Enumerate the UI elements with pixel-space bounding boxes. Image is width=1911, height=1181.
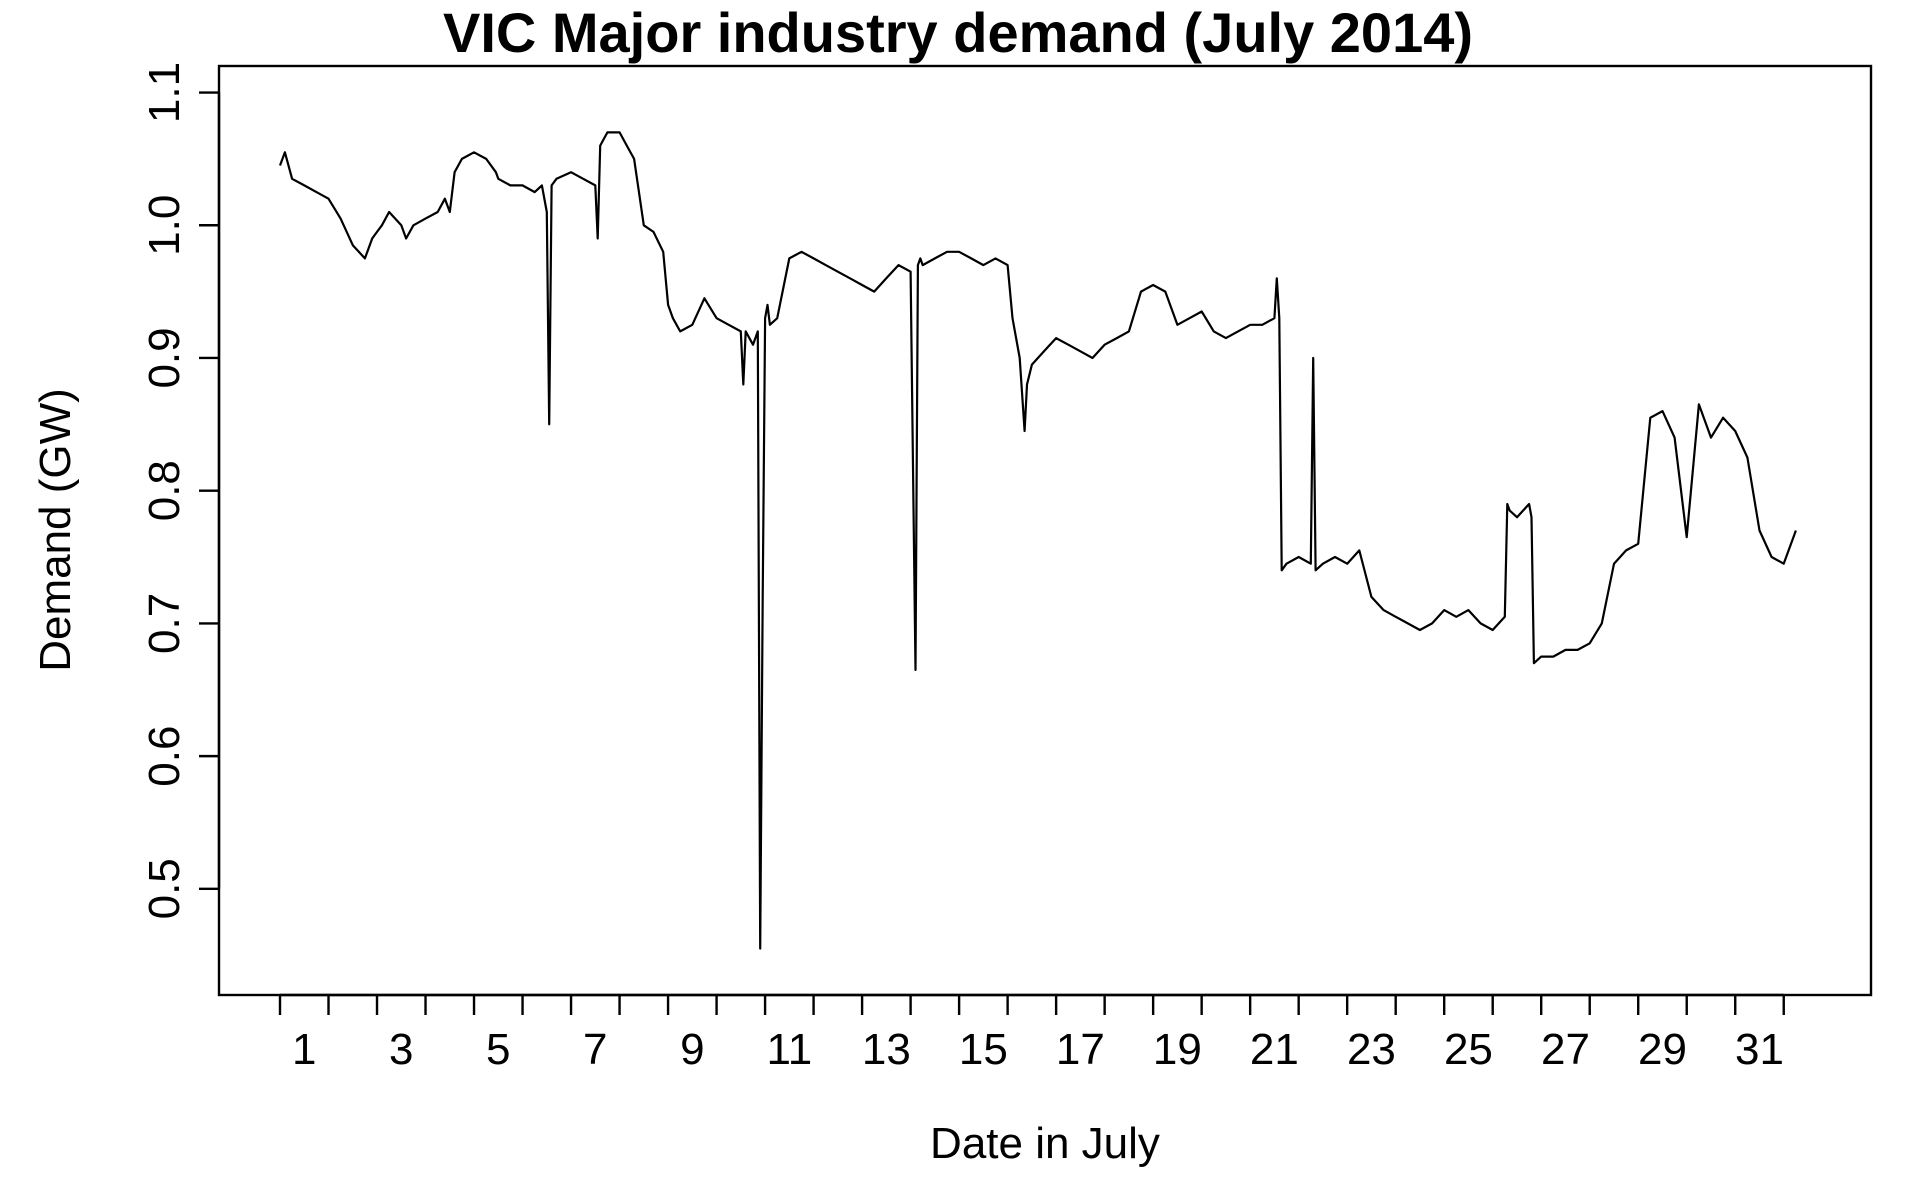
y-tick-label: 1.0 xyxy=(140,195,189,256)
y-tick-label: 0.8 xyxy=(140,460,189,521)
y-tick-label: 1.1 xyxy=(140,62,189,123)
y-tick-label: 0.9 xyxy=(140,327,189,388)
y-tick-label: 0.6 xyxy=(140,726,189,787)
chart-title: VIC Major industry demand (July 2014) xyxy=(443,1,1473,64)
x-tick-label: 23 xyxy=(1347,1025,1396,1074)
x-tick-label: 17 xyxy=(1056,1025,1105,1074)
x-tick-label: 29 xyxy=(1638,1025,1687,1074)
x-tick-label: 31 xyxy=(1735,1025,1784,1074)
x-tick-label: 3 xyxy=(389,1025,413,1074)
y-axis: 0.5 0.6 0.7 0.8 0.9 1.0 1.1 xyxy=(140,62,221,919)
x-tick-label: 7 xyxy=(583,1025,607,1074)
x-tick-label: 25 xyxy=(1444,1025,1493,1074)
x-tick-label: 19 xyxy=(1153,1025,1202,1074)
x-tick-label: 5 xyxy=(486,1025,510,1074)
plot-area-frame xyxy=(217,64,1873,997)
x-tick-label: 1 xyxy=(292,1025,316,1074)
x-tick-label: 13 xyxy=(862,1025,911,1074)
x-axis-label: Date in July xyxy=(930,1119,1160,1168)
demand-series-line xyxy=(278,131,1797,950)
x-tick-label: 27 xyxy=(1541,1025,1590,1074)
y-axis-label: Demand (GW) xyxy=(31,388,80,672)
y-tick-label: 0.7 xyxy=(140,593,189,654)
x-tick-label: 9 xyxy=(680,1025,704,1074)
y-tick-label: 0.5 xyxy=(140,858,189,919)
x-axis: 1 3 5 7 9 11 13 15 17 19 21 23 25 27 29 31 xyxy=(278,993,1785,1074)
x-tick-label: 21 xyxy=(1250,1025,1299,1074)
x-tick-label: 15 xyxy=(959,1025,1008,1074)
x-tick-label: 11 xyxy=(766,1025,812,1074)
